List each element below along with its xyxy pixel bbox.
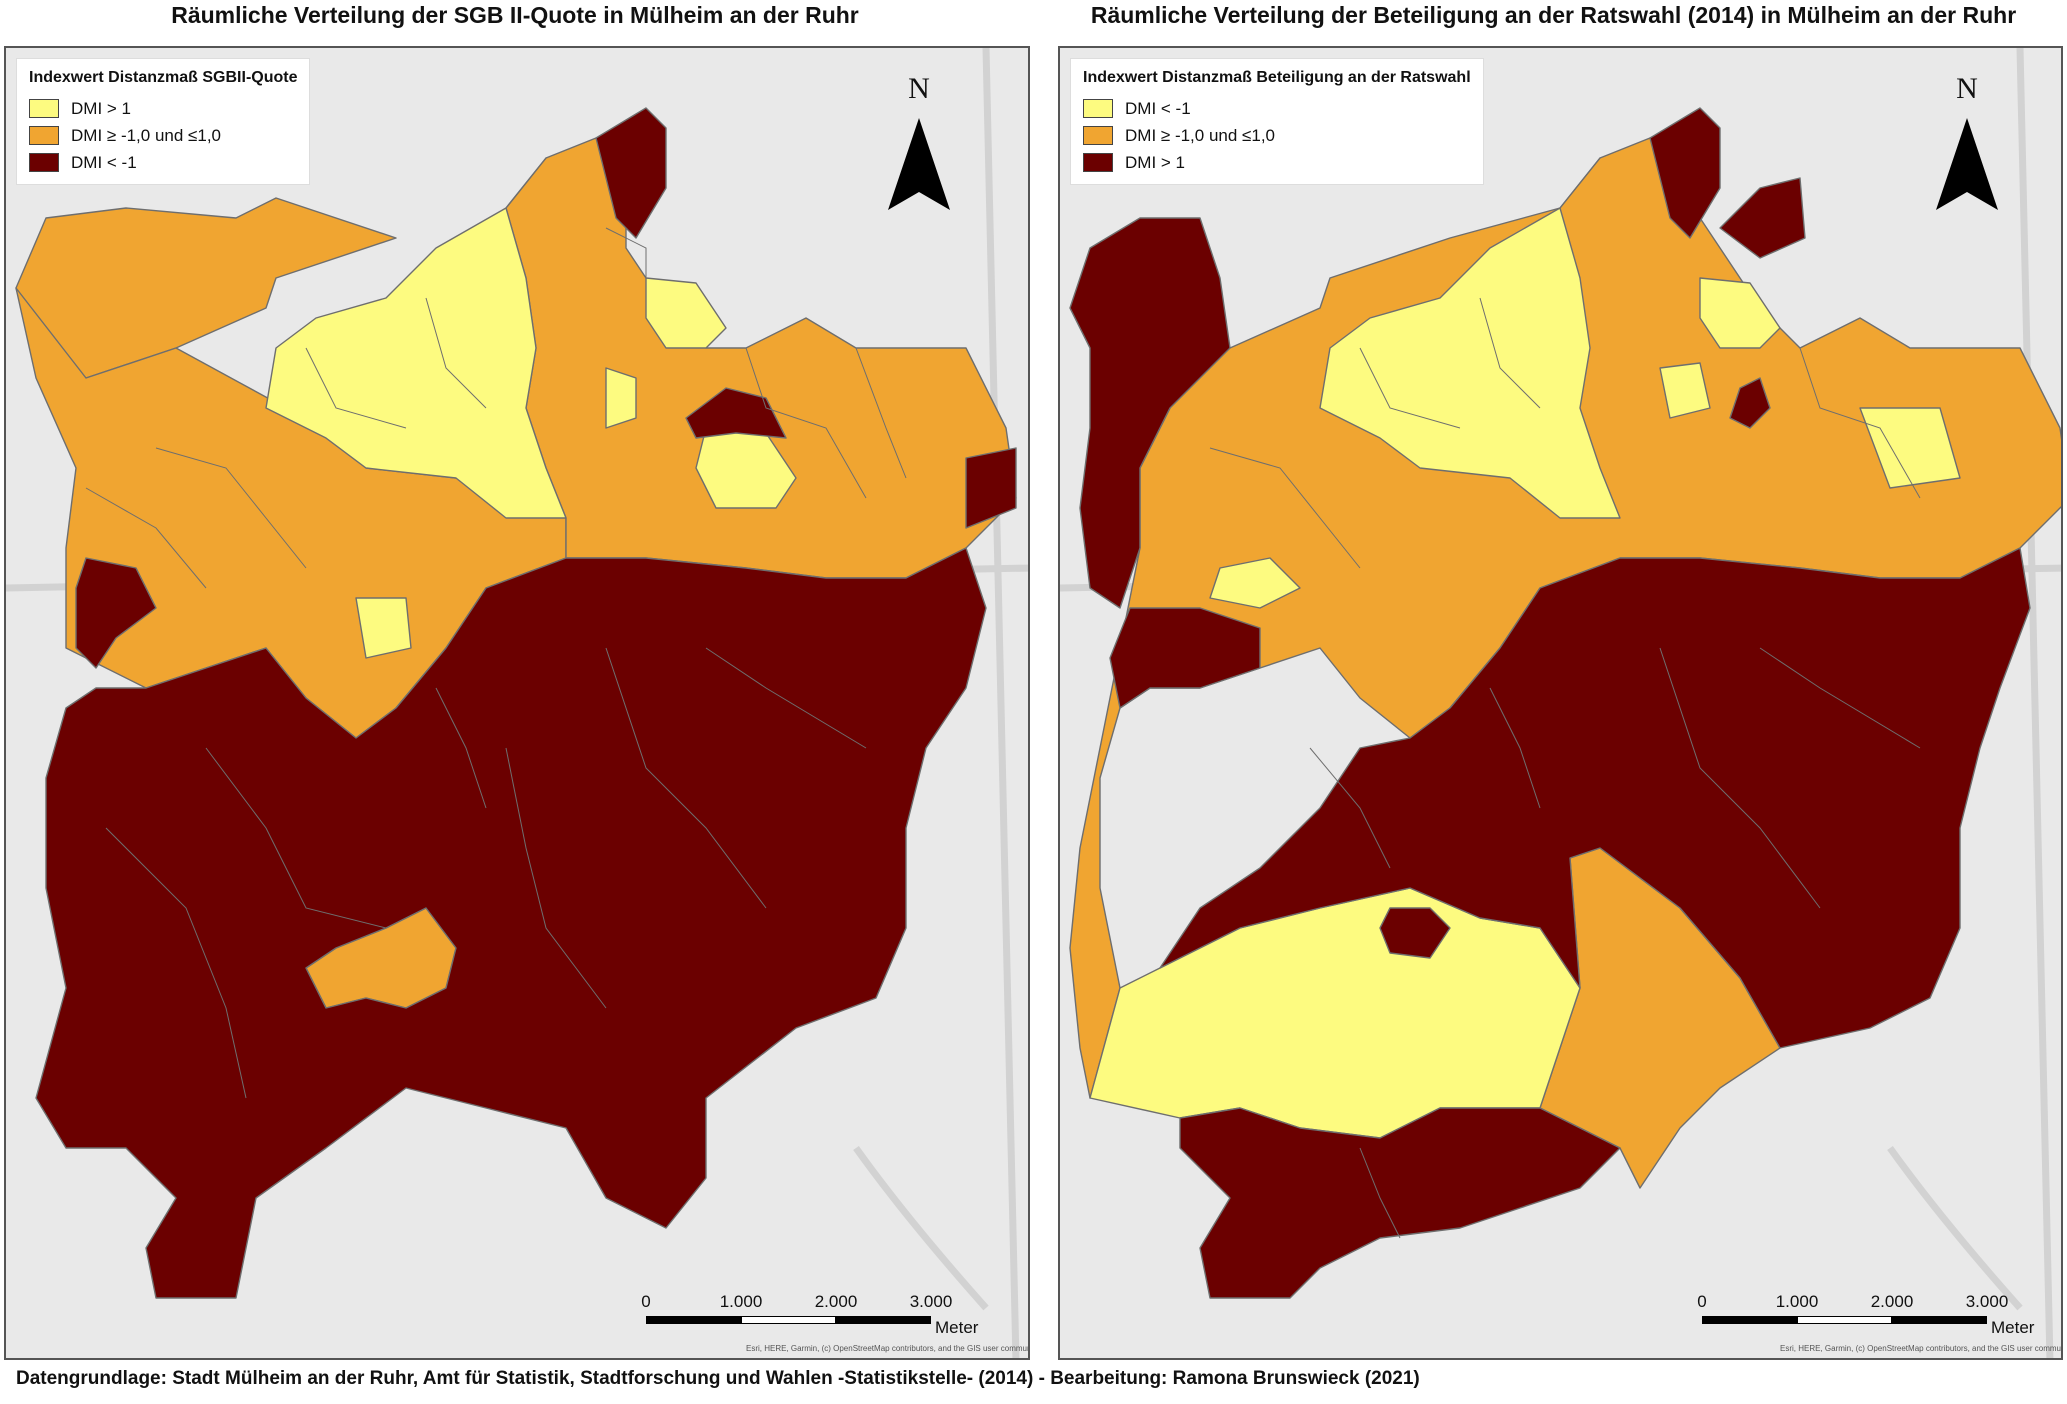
map-attribution: Esri, HERE, Garmin, (c) OpenStreetMap co… bbox=[746, 1344, 1030, 1353]
district-region-dark bbox=[1649, 107, 1721, 239]
legend-item-label: DMI > 1 bbox=[1125, 152, 1185, 172]
district-region-dark bbox=[685, 387, 787, 439]
district-region-dark bbox=[1179, 1107, 1621, 1299]
district-region-light bbox=[1699, 277, 1781, 349]
district-region-dark bbox=[965, 447, 1017, 529]
legend-item: DMI ≥ -1,0 und ≤1,0 bbox=[29, 122, 297, 149]
basemap-road bbox=[2016, 48, 2054, 1358]
map-legend: Indexwert Distanzmaß SGBII-Quote DMI > 1… bbox=[16, 58, 311, 185]
north-arrow-icon bbox=[888, 118, 950, 210]
district-region-dark bbox=[595, 107, 667, 239]
map-title-ratswahl: Räumliche Verteilung der Beteiligung an … bbox=[1090, 2, 2017, 28]
north-label: N bbox=[1956, 72, 1978, 105]
map-legend: Indexwert Distanzmaß Beteiligung an der … bbox=[1070, 58, 1484, 185]
legend-swatch-light bbox=[1083, 99, 1113, 118]
legend-item: DMI < -1 bbox=[29, 149, 297, 176]
legend-item-label: DMI ≥ -1,0 und ≤1,0 bbox=[71, 125, 222, 145]
north-arrow: N bbox=[1932, 72, 2002, 222]
scale-tick: 1.000 bbox=[719, 1292, 763, 1311]
scale-tick: 0 bbox=[641, 1292, 651, 1311]
district-region-dark bbox=[1159, 547, 2031, 1049]
scale-bar: 0 1.000 2.000 3.000 Meter bbox=[641, 1292, 978, 1342]
legend-swatch-dark bbox=[1083, 153, 1113, 172]
legend-item: DMI < -1 bbox=[1083, 95, 1471, 122]
scale-segment bbox=[1797, 1316, 1892, 1324]
scale-unit: Meter bbox=[935, 1318, 979, 1337]
legend-item: DMI > 1 bbox=[1083, 149, 1471, 176]
scale-tick: 1.000 bbox=[1775, 1292, 1819, 1311]
district-region-light bbox=[645, 277, 727, 349]
district-region-light bbox=[1209, 557, 1301, 609]
legend-swatch-medium bbox=[1083, 126, 1113, 145]
district-region-light bbox=[265, 157, 567, 519]
district-region-dark bbox=[1719, 177, 1806, 259]
scale-tick: 0 bbox=[1697, 1292, 1707, 1311]
north-arrow-icon bbox=[1936, 118, 1998, 210]
district-region-light bbox=[1089, 887, 1581, 1139]
basemap-road bbox=[982, 48, 1020, 1358]
legend-swatch-dark bbox=[29, 153, 59, 172]
scale-segment bbox=[1892, 1316, 1987, 1324]
scale-tick: 3.000 bbox=[1965, 1292, 2009, 1311]
basemap-river bbox=[853, 1145, 989, 1311]
north-label: N bbox=[908, 72, 930, 105]
legend-item-label: DMI < -1 bbox=[71, 152, 137, 172]
map-title-sgb: Räumliche Verteilung der SGB II-Quote in… bbox=[171, 2, 859, 28]
district-region-dark bbox=[1069, 217, 1231, 609]
basemap-river bbox=[1887, 1145, 2023, 1311]
map-frame-ratswahl[interactable]: Indexwert Distanzmaß Beteiligung an der … bbox=[1058, 46, 2063, 1360]
legend-title: Indexwert Distanzmaß Beteiligung an der … bbox=[1083, 69, 1471, 86]
district-boundaries bbox=[85, 227, 907, 1099]
choropleth-map-sgb bbox=[6, 48, 1028, 1358]
source-footer: Datengrundlage: Stadt Mülheim an der Ruh… bbox=[16, 1368, 1420, 1389]
choropleth-map-ratswahl bbox=[1060, 48, 2061, 1358]
scale-segment bbox=[646, 1316, 741, 1324]
legend-swatch-light bbox=[29, 99, 59, 118]
scale-segment bbox=[836, 1316, 931, 1324]
legend-item-label: DMI ≥ -1,0 und ≤1,0 bbox=[1125, 125, 1276, 145]
legend-item-label: DMI < -1 bbox=[1125, 98, 1191, 118]
legend-swatch-medium bbox=[29, 126, 59, 145]
north-arrow: N bbox=[884, 72, 954, 222]
scale-unit: Meter bbox=[1991, 1318, 2035, 1337]
district-region-medium bbox=[15, 197, 397, 379]
legend-item: DMI ≥ -1,0 und ≤1,0 bbox=[1083, 122, 1471, 149]
legend-title: Indexwert Distanzmaß SGBII-Quote bbox=[29, 69, 298, 86]
legend-item-label: DMI > 1 bbox=[71, 98, 131, 118]
scale-bar: 0 1.000 2.000 3.000 Meter bbox=[1697, 1292, 2034, 1342]
district-region-light bbox=[355, 597, 412, 659]
district-region-dark bbox=[1109, 607, 1261, 709]
district-region-light bbox=[605, 367, 637, 429]
scale-tick: 2.000 bbox=[814, 1292, 858, 1311]
district-boundaries bbox=[1209, 297, 1921, 1239]
map-frame-sgb[interactable]: Indexwert Distanzmaß SGBII-Quote DMI > 1… bbox=[4, 46, 1030, 1360]
scale-tick: 2.000 bbox=[1870, 1292, 1914, 1311]
scale-tick: 3.000 bbox=[909, 1292, 953, 1311]
map-attribution: Esri, HERE, Garmin, (c) OpenStreetMap co… bbox=[1780, 1344, 2063, 1353]
scale-segment bbox=[1702, 1316, 1797, 1324]
district-region-dark bbox=[75, 557, 157, 669]
district-region-light bbox=[1659, 362, 1711, 419]
district-region-dark bbox=[35, 547, 987, 1299]
scale-segment bbox=[741, 1316, 836, 1324]
legend-item: DMI > 1 bbox=[29, 95, 297, 122]
district-region-light bbox=[1319, 157, 1621, 519]
district-region-dark bbox=[1729, 377, 1771, 429]
district-region-light bbox=[1859, 407, 1961, 489]
